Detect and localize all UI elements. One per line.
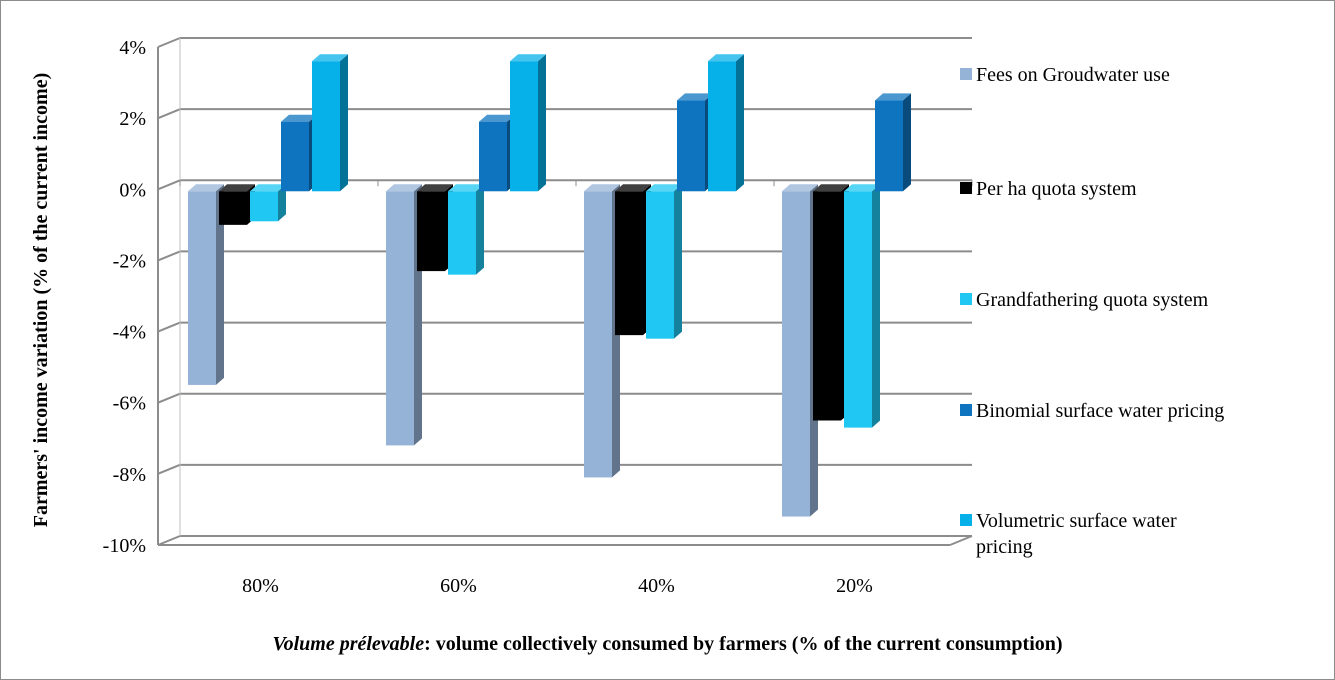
y-tick-label: -10% [103,535,146,557]
x-axis-label-italic: Volume prélevable [272,633,425,655]
bar [250,191,278,222]
bar-top [584,184,620,192]
bar-top [708,54,744,62]
bar [677,100,705,192]
bar-side [278,184,286,222]
gridline-side [157,392,181,404]
bar-top [677,93,713,101]
x-axis-label: Volume prélevable: volume collectively c… [0,633,1335,656]
bar-top [646,184,682,192]
gridline-side [157,37,181,48]
bar-top [813,184,849,192]
y-tick-label: -2% [113,250,146,272]
x-tick-label: 80% [242,575,279,597]
bar [813,191,841,421]
legend-label: Fees on Groudwater use [976,64,1170,86]
legend-swatch [960,182,972,194]
gridline-side [157,250,181,262]
bar [479,121,507,192]
legend-item: Per ha quota system [960,176,1137,202]
bar-top [312,54,348,62]
bar-side [538,54,546,192]
bar-top [250,184,286,192]
bar [448,191,476,275]
gridline-side [157,321,181,333]
x-tick-label: 20% [836,575,873,597]
legend-item: Volumetric surface water pricing [960,508,1206,560]
y-tick-label: -4% [113,322,146,344]
bar [646,191,674,339]
bar-top [479,114,515,122]
bar-top [386,184,422,192]
x-axis-label-rest: : volume collectively consumed by farmer… [424,633,1063,655]
bar [312,61,340,192]
y-tick-label: -8% [113,464,146,486]
bar-side [903,93,911,192]
gridline-side [157,108,181,120]
bar [188,191,216,385]
y-axis-label: Farmers' income variation (% of the curr… [30,72,52,528]
legend-swatch [960,404,972,416]
y-tick-label: 2% [119,108,146,130]
legend-item: Grandfathering quota system [960,287,1208,313]
legend-label: Grandfathering quota system [976,289,1209,311]
bar [875,100,903,192]
bar-side [736,54,744,192]
bar-top [281,114,317,122]
y-tick-label: -6% [113,393,146,415]
bar [417,191,445,272]
bar [782,191,810,517]
legend-swatch [960,514,972,526]
bar-top [875,93,911,101]
bar [219,191,247,225]
bar-top [417,184,453,192]
legend-item: Binomial surface water pricing [960,398,1224,424]
bar-top [615,184,651,192]
x-tick-label: 40% [638,575,675,597]
legend-label: Volumetric surface water pricing [976,510,1177,558]
legend-label: Per ha quota system [976,178,1137,200]
legend-item: Fees on Groudwater use [960,62,1170,88]
bar-top [188,184,224,192]
x-tick-label: 60% [440,575,477,597]
bar-top [782,184,818,192]
legend-swatch [960,293,972,305]
bar-side [216,184,224,385]
bar-top [448,184,484,192]
legend: Fees on Groudwater use Per ha quota syste… [960,0,1330,600]
bar-top [844,184,880,192]
bar [615,191,643,336]
gridline-side [157,535,181,546]
bar [708,61,736,192]
legend-label: Binomial surface water pricing [976,400,1225,422]
bar-side [340,54,348,192]
bar [386,191,414,446]
y-tick-label: 4% [119,37,146,59]
floor-side [949,535,973,546]
bar-side [872,184,880,428]
legend-swatch [960,68,972,80]
bar [584,191,612,478]
bar-top [510,54,546,62]
bar-side [476,184,484,275]
bar-side [674,184,682,339]
gridline-side [157,179,181,191]
bar [510,61,538,192]
bar-top [219,184,255,192]
bar [844,191,872,428]
gridline-side [157,463,181,475]
bar [281,121,309,192]
y-tick-label: 0% [119,179,146,201]
